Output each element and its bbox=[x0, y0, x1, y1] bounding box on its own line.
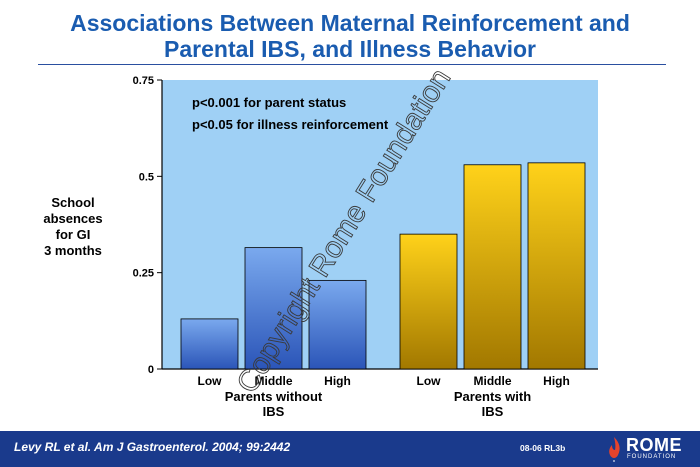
annotation-illness-reinforcement: p<0.05 for illness reinforcement bbox=[192, 117, 389, 132]
y-axis-label-line: School bbox=[51, 195, 95, 210]
y-axis-label: School absences for GI 3 months bbox=[28, 195, 118, 259]
y-tick-label: 0 bbox=[148, 364, 154, 376]
bar bbox=[399, 233, 458, 370]
annotation-parent-status: p<0.001 for parent status bbox=[192, 95, 346, 110]
y-axis-label-line: 3 months bbox=[44, 243, 102, 258]
title-line-1: Associations Between Maternal Reinforcem… bbox=[70, 10, 630, 36]
y-axis-label-line: absences bbox=[43, 211, 103, 226]
x-tick-label: High bbox=[543, 374, 570, 388]
citation: Levy RL et al. Am J Gastroenterol. 2004;… bbox=[14, 440, 291, 454]
x-tick-label: Low bbox=[198, 374, 223, 388]
group-label: Parents with bbox=[454, 389, 531, 404]
group-label: IBS bbox=[263, 404, 285, 419]
x-tick-label: Middle bbox=[474, 374, 512, 388]
bar-layer bbox=[180, 162, 586, 370]
x-tick-label: Middle bbox=[255, 374, 293, 388]
logo-subtitle: FOUNDATION bbox=[627, 454, 677, 460]
slide-code: 08-06 RL3b bbox=[520, 443, 566, 453]
logo-word: ROME bbox=[626, 435, 682, 455]
footer-bar: Levy RL et al. Am J Gastroenterol. 2004;… bbox=[0, 431, 700, 467]
bar bbox=[463, 164, 522, 370]
y-tick-label: 0.25 bbox=[133, 268, 154, 280]
rome-foundation-logo: ROME FOUNDATION bbox=[606, 435, 696, 465]
bar bbox=[244, 247, 303, 370]
bar bbox=[527, 162, 586, 370]
x-tick-label: Low bbox=[417, 374, 442, 388]
title-line-2: Parental IBS, and Illness Behavior bbox=[164, 36, 536, 62]
bar bbox=[308, 279, 367, 370]
group-label: Parents without bbox=[225, 389, 323, 404]
flame-icon bbox=[609, 437, 620, 462]
slide-title: Associations Between Maternal Reinforcem… bbox=[0, 10, 700, 62]
y-axis-label-line: for GI bbox=[55, 227, 91, 242]
group-label: IBS bbox=[482, 404, 504, 419]
y-tick-label: 0.5 bbox=[139, 171, 154, 183]
y-tick-label: 0.75 bbox=[133, 75, 154, 87]
bar bbox=[180, 318, 239, 370]
y-axis: 0 0.25 0.5 0.75 bbox=[133, 75, 598, 376]
x-tick-label: High bbox=[324, 374, 351, 388]
title-divider bbox=[38, 64, 666, 65]
